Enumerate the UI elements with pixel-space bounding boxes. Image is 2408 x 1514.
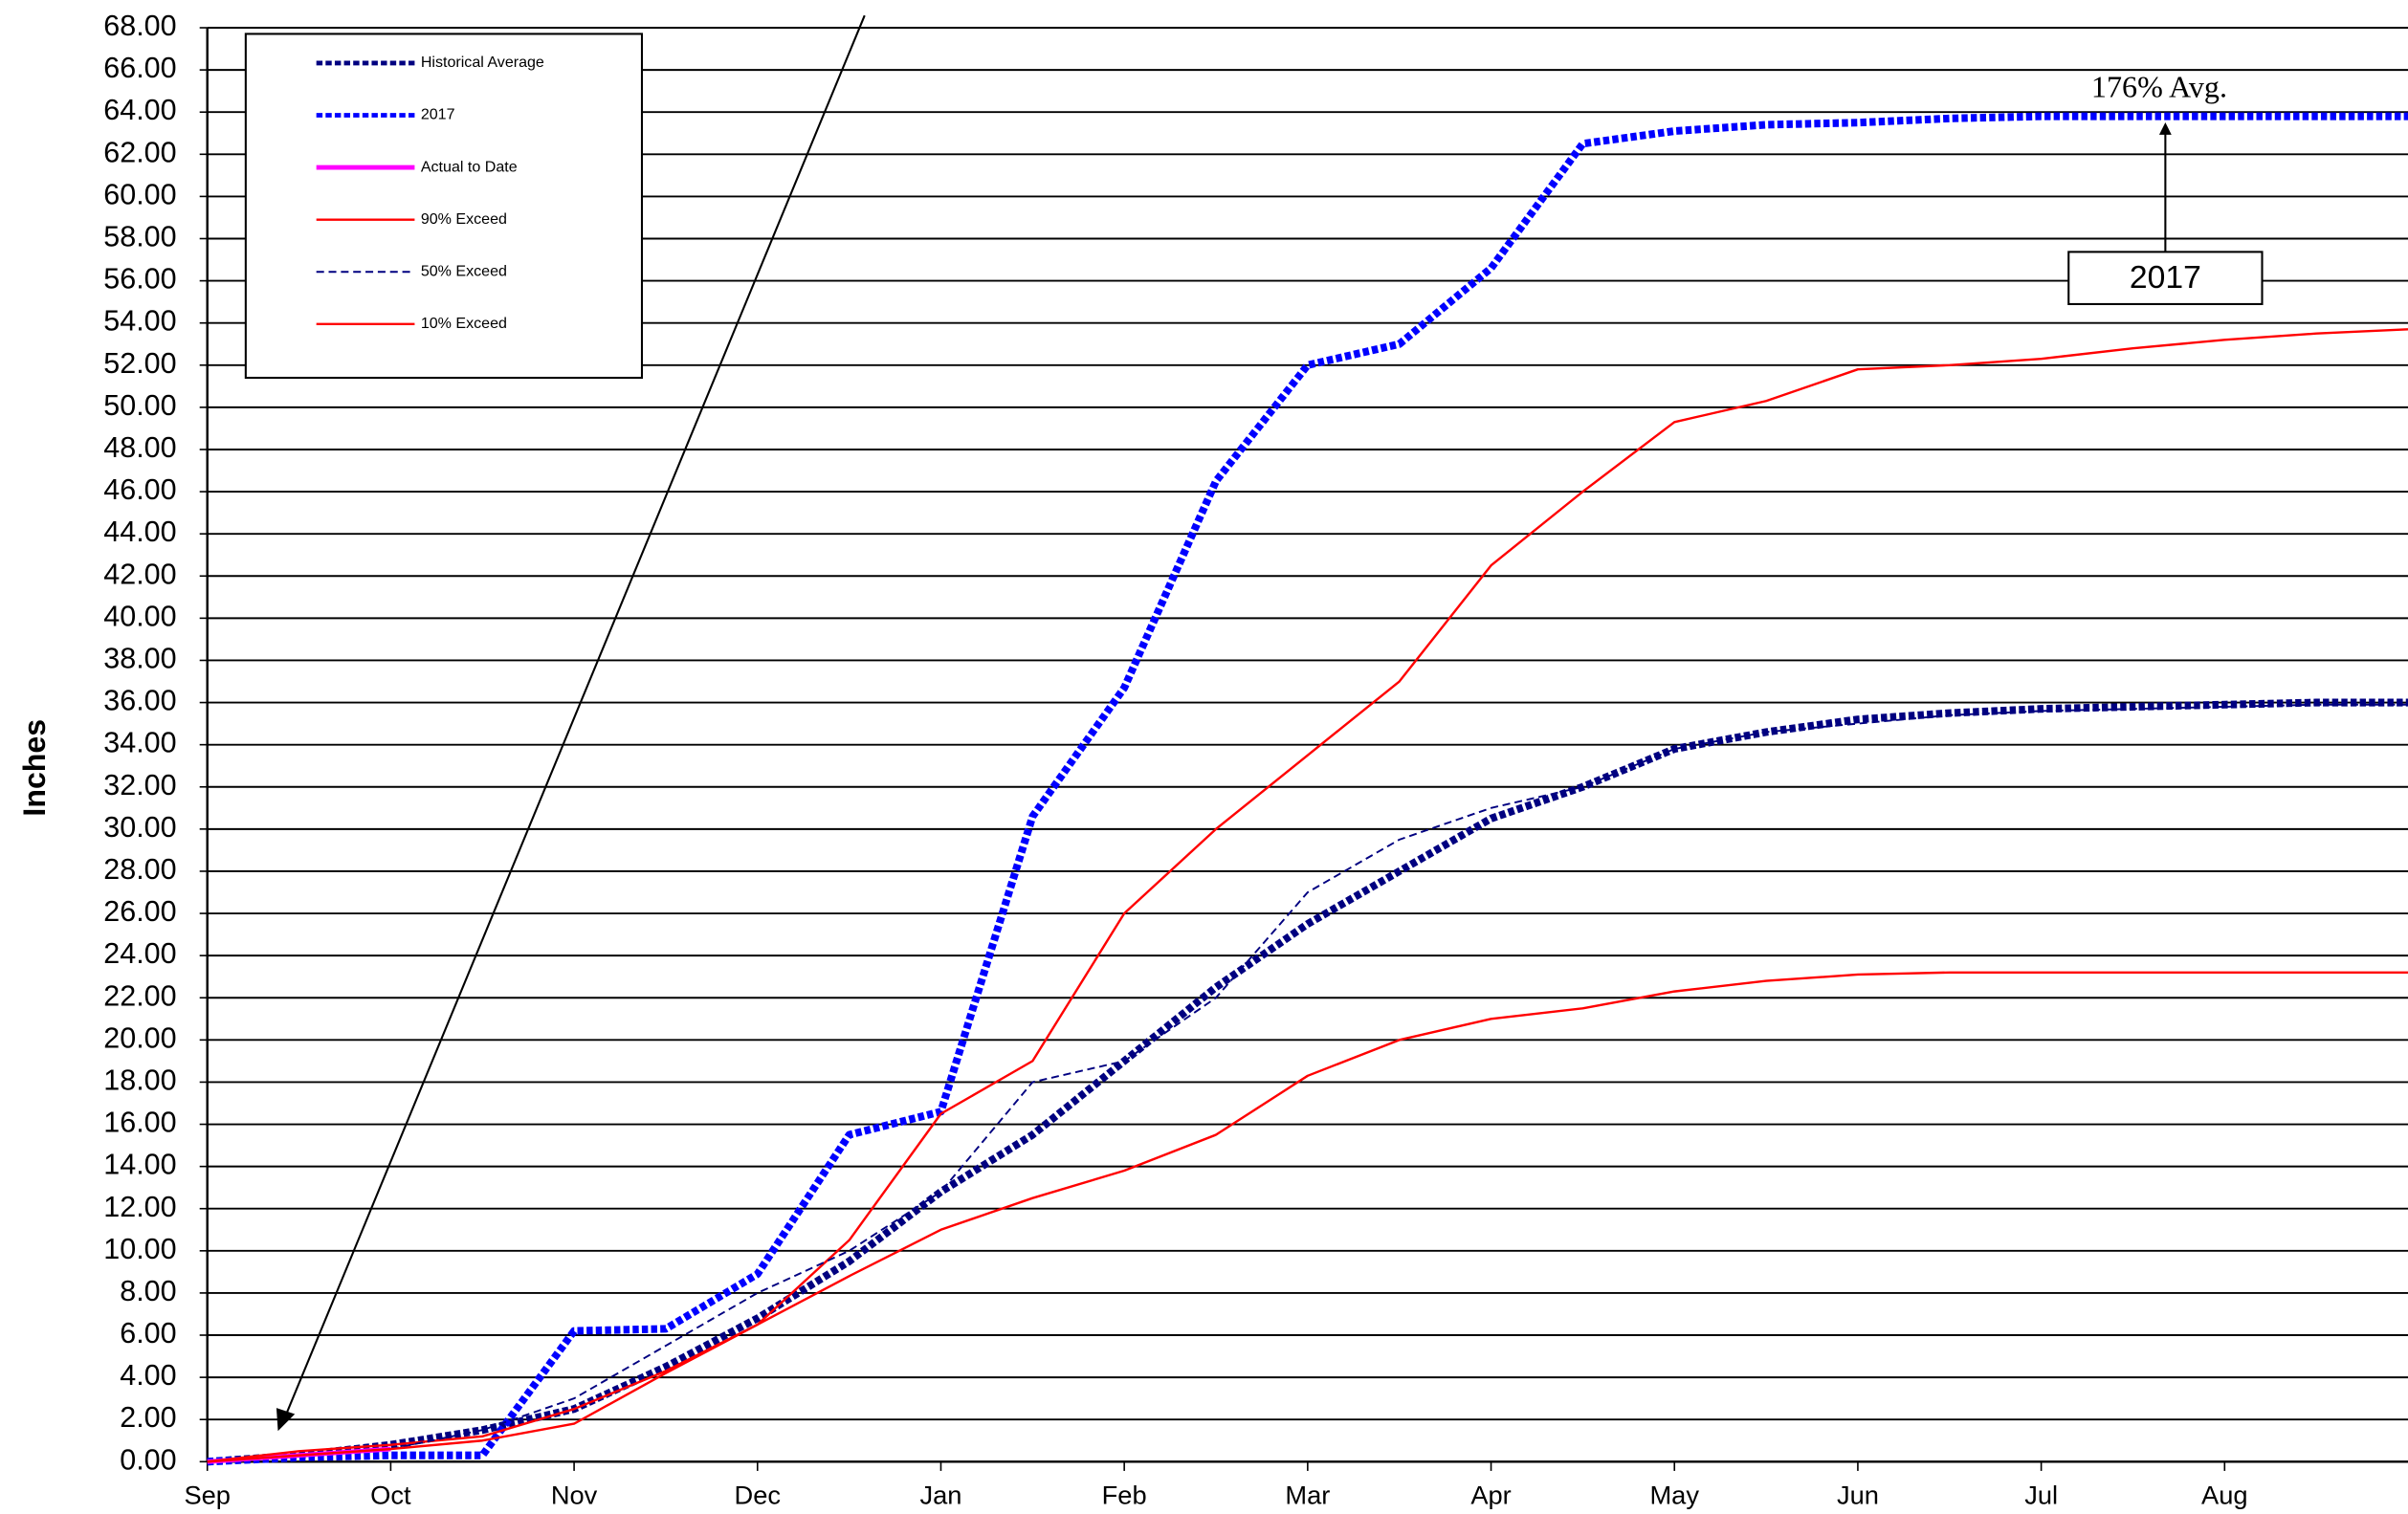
annotation: 176% Avg. [2091, 70, 2227, 104]
y-tick-label: 24.00 [103, 937, 176, 970]
y-tick-label: 4.00 [120, 1359, 176, 1392]
x-tick-label: Jul [2024, 1480, 2058, 1509]
x-tick-label: Oct [370, 1480, 411, 1509]
y-tick-label: 6.00 [120, 1317, 176, 1349]
y-tick-label: 52.00 [103, 347, 176, 380]
x-tick-label: Jan [919, 1480, 961, 1509]
y-tick-label: 0.00 [120, 1443, 176, 1476]
legend-label: Actual to Date [421, 158, 518, 175]
y-tick-label: 44.00 [103, 516, 176, 548]
series-line [207, 703, 2408, 1463]
x-tick-label: Feb [1102, 1480, 1147, 1509]
x-tick-label: Jun [1837, 1480, 1879, 1509]
y-tick-label: 12.00 [103, 1191, 176, 1223]
y-tick-label: 16.00 [103, 1107, 176, 1139]
y-tick-label: 38.00 [103, 643, 176, 675]
y-tick-label: 34.00 [103, 727, 176, 759]
x-tick-label: May [1649, 1480, 1699, 1509]
x-tick-label: Apr [1470, 1480, 1511, 1509]
y-tick-label: 68.00 [103, 10, 176, 42]
y-tick-label: 40.00 [103, 600, 176, 632]
y-tick-label: 62.00 [103, 136, 176, 168]
y-tick-label: 2.00 [120, 1401, 176, 1434]
y-tick-label: 18.00 [103, 1064, 176, 1096]
series-line [207, 328, 2408, 1463]
y-tick-label: 58.00 [103, 221, 176, 253]
y-tick-label: 14.00 [103, 1149, 176, 1181]
y-tick-label: 32.00 [103, 769, 176, 801]
y-tick-label: 60.00 [103, 178, 176, 210]
y-tick-label: 42.00 [103, 558, 176, 590]
legend-label: 50% Exceed [421, 262, 507, 279]
x-tick-label: Dec [735, 1480, 782, 1509]
y-tick-label: 50.00 [103, 389, 176, 422]
y-tick-label: 30.00 [103, 811, 176, 844]
y-tick-label: 8.00 [120, 1275, 176, 1307]
y-tick-label: 48.00 [103, 431, 176, 464]
y-tick-label: 28.00 [103, 853, 176, 886]
y-tick-label: 46.00 [103, 473, 176, 506]
x-tick-label: Nov [551, 1480, 598, 1509]
y-tick-label: 66.00 [103, 52, 176, 84]
y-tick-label: 56.00 [103, 263, 176, 296]
annotation: 2017 [2130, 259, 2201, 296]
y-tick-label: 10.00 [103, 1233, 176, 1265]
x-tick-label: Sep [184, 1480, 231, 1509]
legend-label: 2017 [421, 106, 455, 123]
y-tick-label: 64.00 [103, 94, 176, 126]
y-tick-label: 26.00 [103, 895, 176, 928]
y-axis-label: Inches [17, 719, 52, 817]
y-tick-label: 22.00 [103, 979, 176, 1012]
annotation-arrowhead [2158, 122, 2172, 135]
pointer-line [284, 14, 866, 1416]
y-tick-label: 20.00 [103, 1021, 176, 1054]
annotation-box [2067, 251, 2264, 306]
x-tick-label: Mar [1285, 1480, 1330, 1509]
legend-box [244, 33, 644, 380]
x-tick-label: Aug [2201, 1480, 2248, 1509]
legend-label: 10% Exceed [421, 315, 507, 332]
series-line [207, 112, 2408, 1466]
series-line [207, 971, 2408, 1463]
y-tick-label: 54.00 [103, 305, 176, 338]
y-tick-label: 36.00 [103, 685, 176, 717]
legend-label: 90% Exceed [421, 210, 507, 228]
legend-label: Historical Average [421, 54, 544, 71]
